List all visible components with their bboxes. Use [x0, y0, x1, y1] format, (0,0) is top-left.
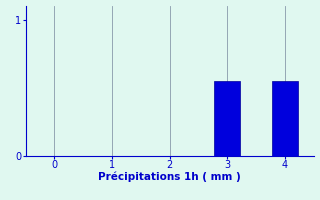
Bar: [272, 81, 298, 156]
X-axis label: Précipitations 1h ( mm ): Précipitations 1h ( mm ): [98, 172, 241, 182]
Bar: [214, 81, 240, 156]
